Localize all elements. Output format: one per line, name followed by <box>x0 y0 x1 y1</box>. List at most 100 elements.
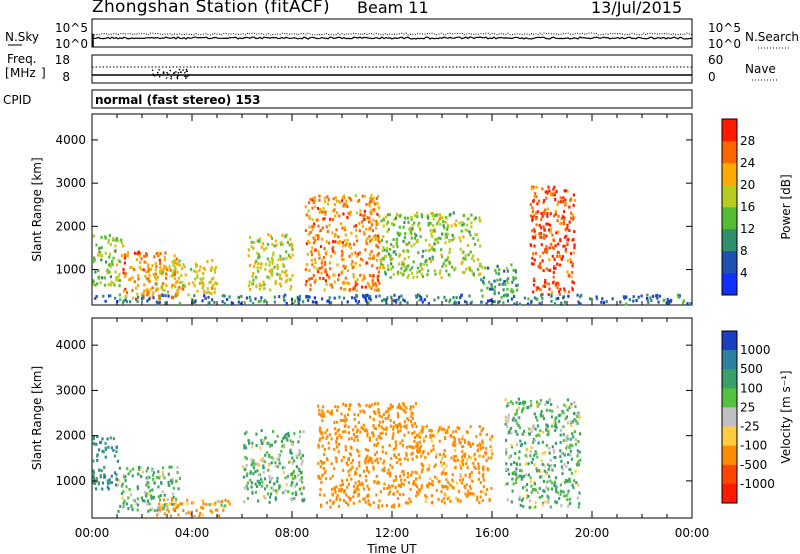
power-cell <box>117 275 120 279</box>
power-cell <box>439 222 442 226</box>
velocity-cell <box>340 435 343 439</box>
power-cell <box>322 277 325 280</box>
velocity-cell <box>115 450 118 454</box>
velocity-cell <box>429 477 432 481</box>
velocity-cell <box>506 482 509 486</box>
power-cell <box>570 211 573 215</box>
velocity-cell <box>335 436 339 440</box>
velocity-cell <box>96 458 99 462</box>
power-cell <box>263 300 266 304</box>
power-cell <box>259 266 262 270</box>
velocity-cell <box>469 445 472 448</box>
power-colorbar-tick: 20 <box>740 178 755 192</box>
power-cell <box>375 237 378 241</box>
velocity-cell <box>482 472 485 476</box>
power-cell <box>434 237 437 241</box>
power-cell <box>562 244 565 248</box>
power-cell <box>140 267 143 271</box>
velocity-cell <box>266 451 269 455</box>
velocity-cell <box>277 454 281 458</box>
power-cell <box>466 243 469 247</box>
power-cell <box>274 282 277 285</box>
power-cell <box>142 268 145 272</box>
power-cell <box>110 280 113 284</box>
velocity-cell <box>452 430 455 434</box>
power-cell <box>318 198 321 202</box>
velocity-cell <box>338 433 341 437</box>
power-cell <box>415 234 418 238</box>
velocity-cell <box>106 479 109 483</box>
velocity-cell <box>364 448 367 452</box>
power-cell <box>432 223 435 227</box>
power-cell <box>161 282 164 286</box>
velocity-cell <box>163 498 166 502</box>
power-cell <box>97 275 100 279</box>
velocity-cell <box>293 497 296 500</box>
velocity-cell <box>251 463 254 467</box>
power-cell <box>332 197 335 201</box>
power-cell <box>552 266 556 270</box>
velocity-cell <box>551 468 554 472</box>
power-cell <box>356 211 359 215</box>
velocity-cell <box>345 493 348 497</box>
power-cell <box>270 273 273 277</box>
velocity-cell <box>334 405 337 409</box>
power-cell <box>228 295 231 299</box>
power-cell <box>566 270 569 274</box>
power-cell <box>460 294 463 298</box>
power-cell <box>541 214 544 218</box>
power-cell <box>328 301 331 305</box>
power-cell <box>438 271 441 275</box>
velocity-cell <box>393 453 396 457</box>
velocity-cell <box>416 449 419 453</box>
power-cell <box>535 288 539 292</box>
velocity-cell <box>324 469 327 473</box>
power-cell <box>125 300 129 304</box>
velocity-cell <box>416 447 419 451</box>
power-cell <box>445 299 448 302</box>
velocity-cell <box>161 503 164 507</box>
velocity-cell <box>170 465 173 469</box>
power-cell <box>446 223 449 227</box>
velocity-cell <box>342 402 345 406</box>
power-cell <box>466 229 469 233</box>
velocity-cell <box>421 467 424 471</box>
power-cell <box>252 302 255 306</box>
power-cell <box>317 224 320 228</box>
velocity-cell <box>394 475 398 479</box>
velocity-cell <box>549 479 552 483</box>
velocity-cell <box>514 412 517 416</box>
power-cell <box>396 272 399 276</box>
power-cell <box>394 216 398 220</box>
power-cell <box>348 244 351 248</box>
velocity-cell <box>367 470 371 474</box>
power-cell <box>202 266 205 270</box>
power-cell <box>193 294 196 298</box>
power-cell <box>356 254 359 258</box>
power-cell <box>566 242 569 246</box>
power-cell <box>420 262 423 266</box>
velocity-cell <box>384 417 387 420</box>
power-cell <box>202 283 205 287</box>
power-cell <box>473 243 477 246</box>
velocity-cell <box>145 494 148 498</box>
velocity-cell <box>443 501 446 505</box>
power-cell <box>532 283 536 287</box>
power-cell <box>461 251 464 255</box>
power-cell <box>155 282 158 286</box>
velocity-cell <box>283 466 286 470</box>
velocity-cell <box>518 450 521 454</box>
velocity-cell <box>437 428 440 432</box>
power-cell <box>458 236 461 240</box>
velocity-cell <box>99 440 102 444</box>
velocity-cell <box>319 477 322 481</box>
power-cell <box>371 264 374 268</box>
power-cell <box>314 248 317 252</box>
power-cell <box>545 281 548 285</box>
velocity-cell <box>531 488 535 491</box>
power-cell <box>424 238 427 242</box>
power-cell <box>446 225 449 229</box>
velocity-cell <box>566 437 569 441</box>
power-cell <box>342 280 345 284</box>
velocity-cell <box>364 459 367 463</box>
